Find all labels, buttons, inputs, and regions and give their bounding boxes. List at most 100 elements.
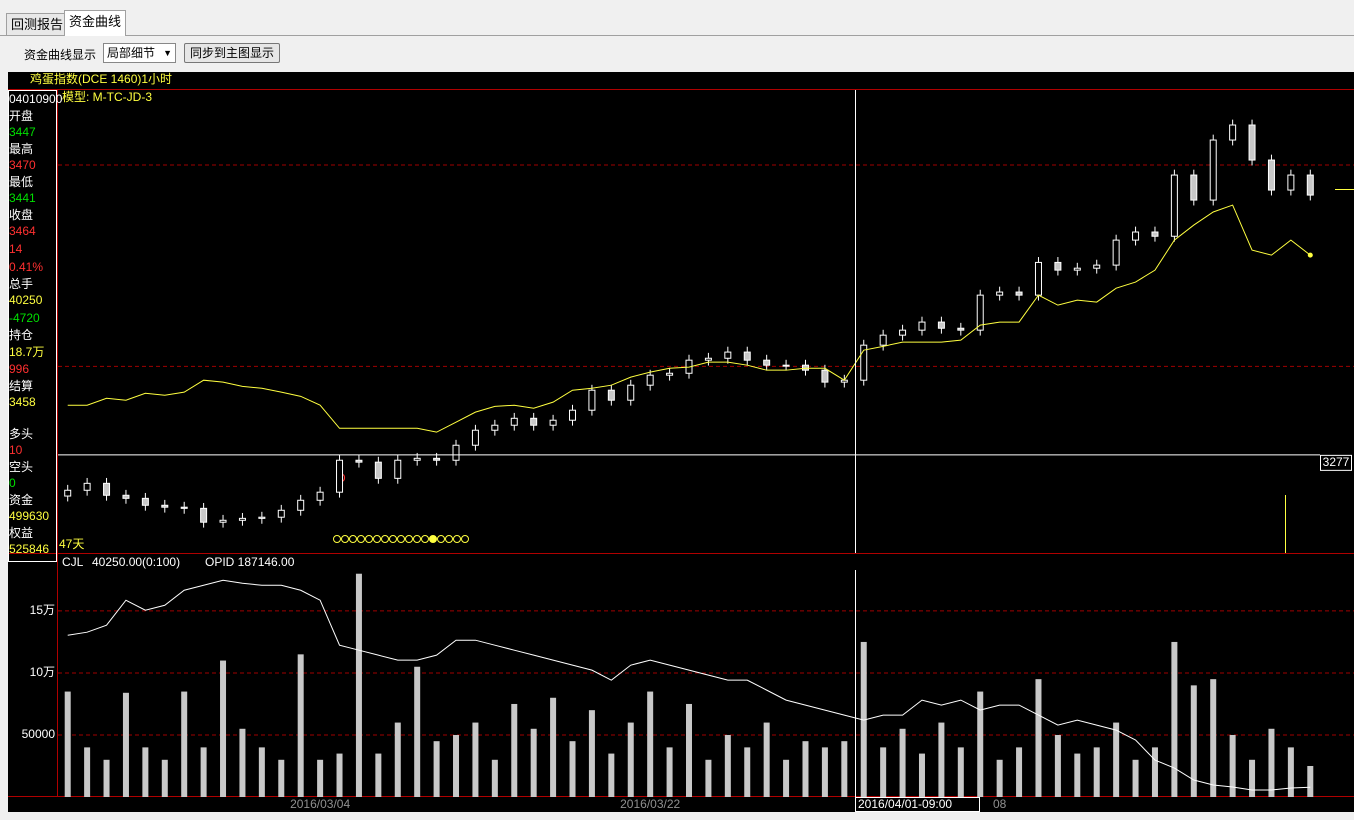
info-item: 10 <box>9 443 23 457</box>
toolbar: 资金曲线显示 局部细节 ▼ 同步到主图显示 <box>0 36 1354 70</box>
volume-bar <box>783 759 790 797</box>
info-item: 0 <box>9 476 16 490</box>
chart-background <box>8 72 1354 812</box>
info-item: 3470 <box>9 158 36 172</box>
candle-body <box>336 459 344 493</box>
candle-body <box>782 364 790 367</box>
panel-legend: 40250.00(0:100) <box>92 555 180 569</box>
volume-bar <box>181 691 188 797</box>
volume-bar <box>1287 747 1294 797</box>
info-panel-frame <box>8 90 57 562</box>
volume-bar <box>433 741 440 797</box>
equity-line <box>67 204 1311 433</box>
signal-circle <box>445 535 453 543</box>
candle-body <box>957 327 965 331</box>
volume-bar <box>1190 685 1197 797</box>
candle-body <box>801 364 809 371</box>
candle-body <box>763 359 771 366</box>
candle-body <box>141 497 149 506</box>
info-item: 最高 <box>9 141 33 156</box>
volume-bar <box>841 741 848 797</box>
candle-body <box>1190 174 1198 201</box>
x-tick-label: 2016/03/22 <box>620 797 680 811</box>
volume-bar <box>122 692 129 797</box>
candle-body <box>569 409 577 421</box>
select[interactable]: 局部细节 ▼ <box>103 43 176 63</box>
info-item: 996 <box>9 362 29 376</box>
candle-body <box>374 461 382 479</box>
crosshair-box <box>1320 454 1352 471</box>
candle-body <box>1112 239 1120 266</box>
volume-bar <box>802 741 809 797</box>
candle-body <box>996 291 1004 296</box>
info-item: 3447 <box>9 125 36 139</box>
signal-circle <box>349 535 357 543</box>
candle-body <box>549 419 557 426</box>
volume-bar <box>1093 747 1100 797</box>
candle-body <box>355 459 363 463</box>
candle-body <box>83 482 91 491</box>
info-item: 开盘 <box>9 108 33 123</box>
info-item: 空头 <box>9 460 33 474</box>
volume-bar <box>414 666 421 797</box>
volume-bar <box>1035 679 1042 797</box>
signal-circle <box>341 535 349 543</box>
candle-body <box>394 459 402 479</box>
volume-bar <box>1210 679 1217 797</box>
candle-body <box>200 507 208 523</box>
volume-bar <box>1268 728 1275 797</box>
info-item: 04010900 <box>9 92 63 106</box>
tab-active[interactable]: 资金曲线 <box>64 10 127 36</box>
candle-body <box>64 489 72 497</box>
info-item: 3441 <box>9 191 36 205</box>
select-value: 局部细节 <box>107 46 156 60</box>
signal-circle <box>453 535 461 543</box>
volume-bar <box>142 747 149 797</box>
signal-circle <box>413 535 421 543</box>
candle-body <box>937 321 945 329</box>
volume-bar <box>880 747 887 797</box>
candle-body <box>1229 124 1237 141</box>
candle-body <box>1132 231 1140 241</box>
volume-bar <box>491 759 498 797</box>
info-item: 多头 <box>9 427 33 441</box>
candle-body <box>1209 139 1217 201</box>
info-item: 3458 <box>9 395 36 409</box>
signal-circle <box>421 535 429 543</box>
candle-body <box>297 499 305 511</box>
y-tick-label: 10万 <box>30 665 55 679</box>
chart-title: 鸡蛋指数(DCE 1460)1小时 <box>30 71 172 86</box>
crosshair-date-box <box>855 797 980 812</box>
info-item: 最低 <box>9 175 33 189</box>
volume-bar <box>1229 734 1236 797</box>
signal-circle <box>365 535 373 543</box>
info-item: 收盘 <box>9 207 33 222</box>
signal-circle <box>405 535 413 543</box>
candle-body <box>491 424 499 431</box>
info-item: 总手 <box>9 277 33 291</box>
volume-bar <box>627 722 634 797</box>
volume-bar <box>763 722 770 797</box>
candle-body <box>1248 124 1256 161</box>
tab-bar: 回测报告 资金曲线 <box>0 0 1354 36</box>
volume-bar <box>918 753 925 797</box>
volume-bar <box>64 691 71 797</box>
volume-bar <box>705 759 712 797</box>
volume-bar <box>355 573 362 797</box>
candle-body <box>1267 159 1275 191</box>
candle-body <box>161 504 169 508</box>
button[interactable]: 同步到主图显示 <box>184 43 281 63</box>
volume-bar <box>511 703 518 797</box>
candle-body <box>258 516 266 519</box>
info-item: 525846 <box>9 542 49 556</box>
volume-bar <box>220 660 227 797</box>
volume-bar <box>258 747 265 797</box>
candle-body <box>860 344 868 381</box>
candle-body <box>821 369 829 383</box>
candle-body <box>1034 261 1042 296</box>
signal-circle <box>437 535 445 543</box>
volume-bar <box>297 654 304 797</box>
volume-bar <box>647 691 654 797</box>
volume-bar <box>103 759 110 797</box>
